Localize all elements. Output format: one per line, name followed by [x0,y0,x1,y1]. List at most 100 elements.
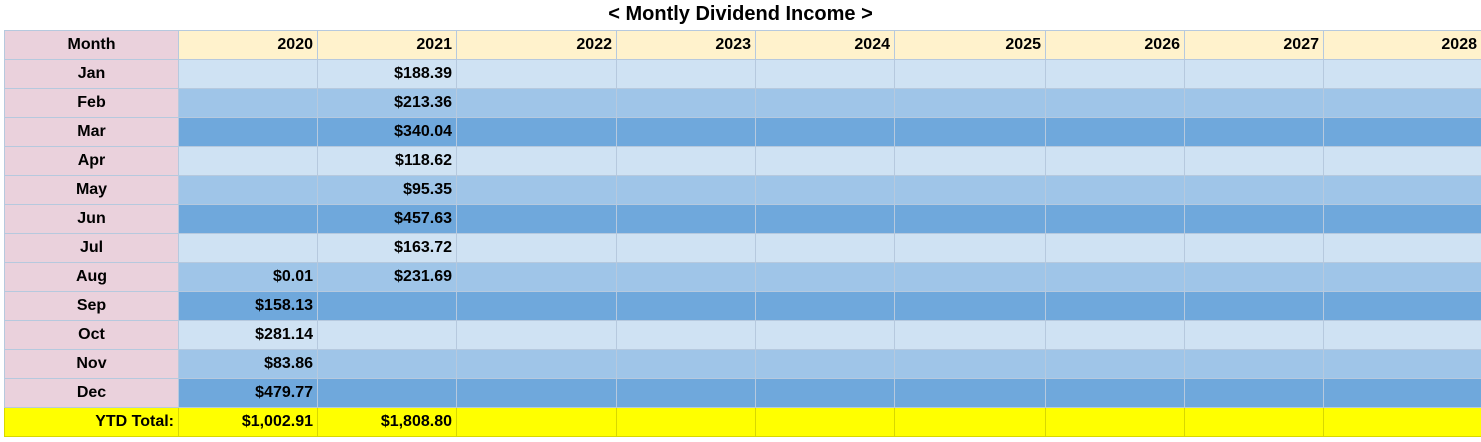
value-cell[interactable] [1184,349,1324,379]
value-cell[interactable] [1323,204,1481,234]
value-cell[interactable] [1323,175,1481,205]
value-cell[interactable] [456,175,617,205]
month-column-header[interactable]: Month [4,30,179,60]
ytd-total-cell[interactable] [616,407,756,437]
value-cell[interactable] [1323,262,1481,292]
value-cell[interactable] [755,262,895,292]
value-cell[interactable] [178,117,318,147]
value-cell[interactable] [1045,349,1185,379]
value-cell[interactable] [1323,59,1481,89]
value-cell[interactable] [1323,320,1481,350]
value-cell[interactable] [178,233,318,263]
value-cell[interactable] [1184,320,1324,350]
value-cell[interactable] [1184,233,1324,263]
value-cell[interactable] [456,320,617,350]
month-cell[interactable]: Mar [4,117,179,147]
value-cell[interactable] [1045,117,1185,147]
value-cell[interactable] [894,117,1046,147]
value-cell[interactable] [894,204,1046,234]
value-cell[interactable] [317,349,457,379]
value-cell[interactable]: $457.63 [317,204,457,234]
value-cell[interactable] [1045,88,1185,118]
value-cell[interactable] [616,146,756,176]
value-cell[interactable] [456,88,617,118]
value-cell[interactable] [456,233,617,263]
value-cell[interactable] [1045,175,1185,205]
month-cell[interactable]: Jul [4,233,179,263]
value-cell[interactable] [1184,117,1324,147]
month-cell[interactable]: Feb [4,88,179,118]
value-cell[interactable]: $163.72 [317,233,457,263]
value-cell[interactable] [616,88,756,118]
value-cell[interactable] [317,378,457,408]
value-cell[interactable] [1323,291,1481,321]
ytd-total-cell[interactable] [1045,407,1185,437]
value-cell[interactable] [616,349,756,379]
year-header-2025[interactable]: 2025 [894,30,1046,60]
month-cell[interactable]: May [4,175,179,205]
value-cell[interactable] [755,146,895,176]
value-cell[interactable] [1323,378,1481,408]
value-cell[interactable] [1045,320,1185,350]
value-cell[interactable] [1184,262,1324,292]
year-header-2024[interactable]: 2024 [755,30,895,60]
value-cell[interactable] [1323,117,1481,147]
value-cell[interactable] [894,88,1046,118]
month-cell[interactable]: Sep [4,291,179,321]
value-cell[interactable] [755,349,895,379]
value-cell[interactable] [317,320,457,350]
year-header-2023[interactable]: 2023 [616,30,756,60]
month-cell[interactable]: Jan [4,59,179,89]
year-header-2028[interactable]: 2028 [1323,30,1481,60]
value-cell[interactable] [616,204,756,234]
value-cell[interactable] [616,378,756,408]
value-cell[interactable] [1323,349,1481,379]
value-cell[interactable] [894,146,1046,176]
value-cell[interactable] [616,117,756,147]
value-cell[interactable] [178,204,318,234]
value-cell[interactable] [894,262,1046,292]
year-header-2021[interactable]: 2021 [317,30,457,60]
value-cell[interactable] [616,291,756,321]
value-cell[interactable] [1323,146,1481,176]
value-cell[interactable]: $118.62 [317,146,457,176]
value-cell[interactable] [1184,204,1324,234]
ytd-total-cell[interactable] [1184,407,1324,437]
value-cell[interactable] [1323,88,1481,118]
value-cell[interactable] [1045,233,1185,263]
value-cell[interactable] [1184,88,1324,118]
year-header-2027[interactable]: 2027 [1184,30,1324,60]
value-cell[interactable] [456,291,617,321]
value-cell[interactable] [1045,146,1185,176]
month-cell[interactable]: Oct [4,320,179,350]
ytd-total-cell[interactable]: $1,808.80 [317,407,457,437]
value-cell[interactable] [755,88,895,118]
ytd-total-cell[interactable] [894,407,1046,437]
value-cell[interactable] [894,233,1046,263]
value-cell[interactable]: $213.36 [317,88,457,118]
value-cell[interactable]: $83.86 [178,349,318,379]
value-cell[interactable] [894,175,1046,205]
value-cell[interactable] [456,117,617,147]
ytd-total-label[interactable]: YTD Total: [4,407,179,437]
value-cell[interactable] [178,175,318,205]
ytd-total-cell[interactable] [1323,407,1481,437]
month-cell[interactable]: Nov [4,349,179,379]
month-cell[interactable]: Jun [4,204,179,234]
value-cell[interactable] [317,291,457,321]
value-cell[interactable] [616,59,756,89]
year-header-2022[interactable]: 2022 [456,30,617,60]
value-cell[interactable] [1323,233,1481,263]
value-cell[interactable]: $188.39 [317,59,457,89]
year-header-2020[interactable]: 2020 [178,30,318,60]
value-cell[interactable] [1184,291,1324,321]
value-cell[interactable] [1045,291,1185,321]
value-cell[interactable] [178,59,318,89]
value-cell[interactable] [1184,59,1324,89]
value-cell[interactable] [894,349,1046,379]
value-cell[interactable] [456,262,617,292]
value-cell[interactable] [456,59,617,89]
value-cell[interactable] [755,320,895,350]
value-cell[interactable]: $281.14 [178,320,318,350]
value-cell[interactable]: $479.77 [178,378,318,408]
